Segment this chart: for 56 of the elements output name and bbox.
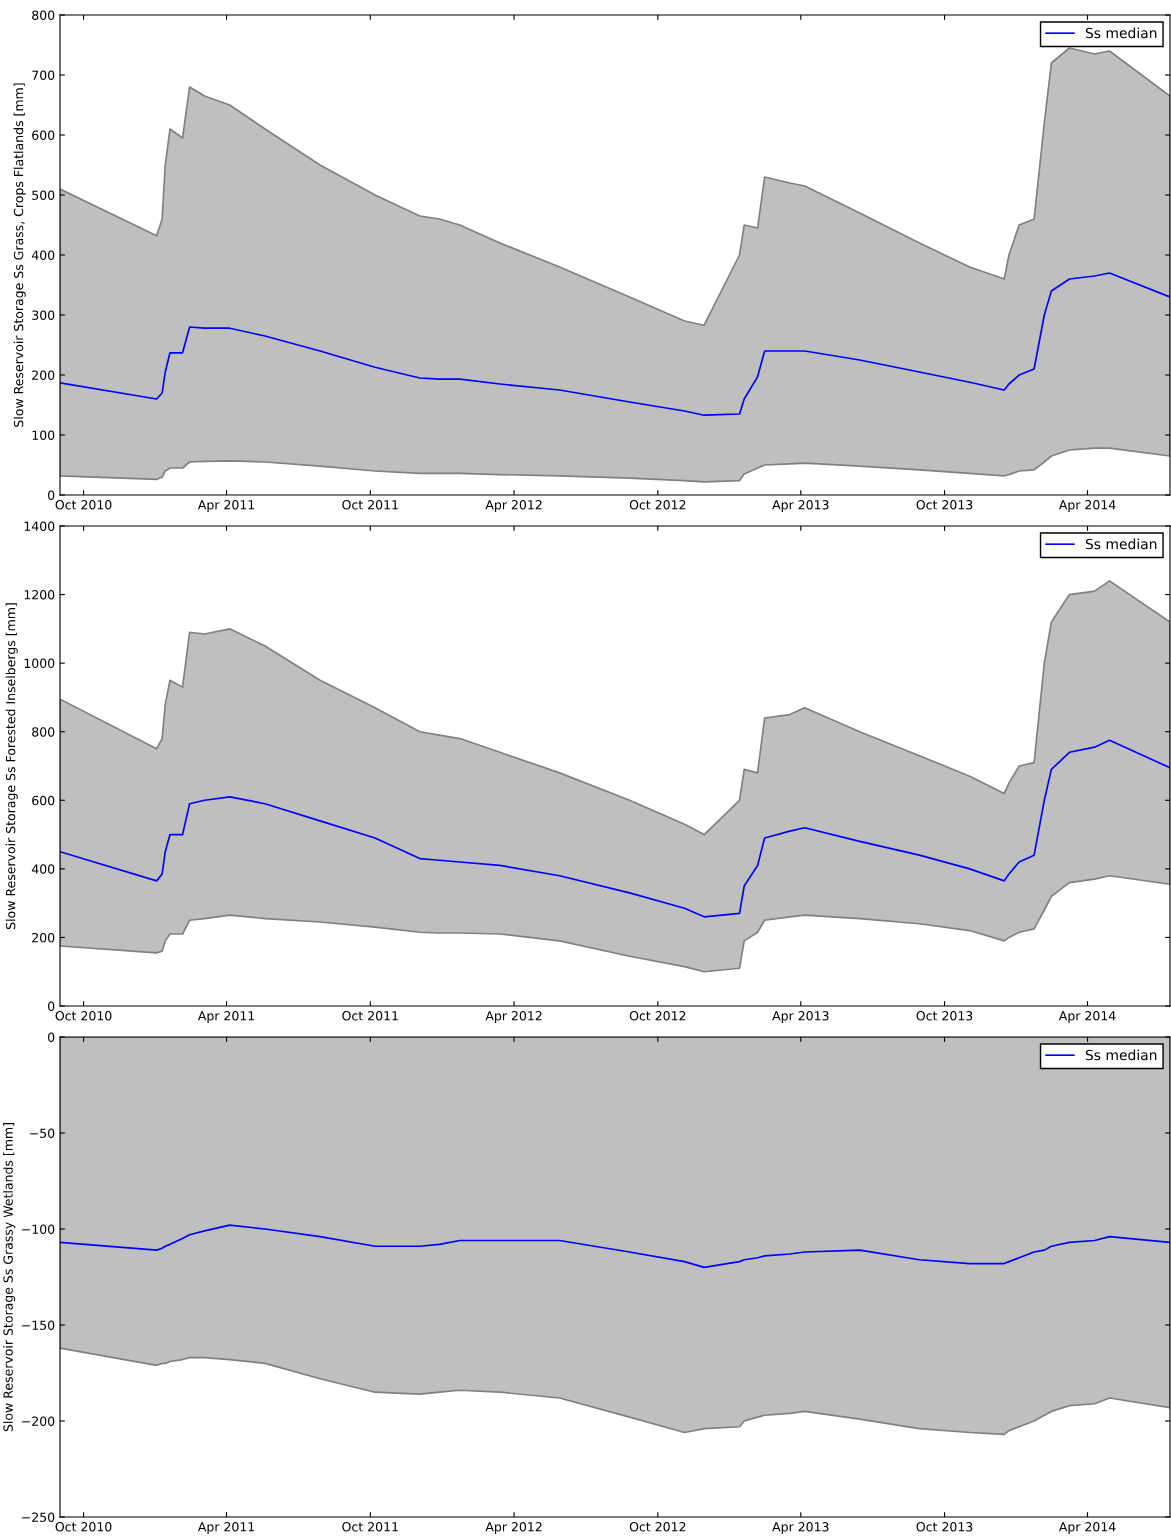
x-tick-label: Apr 2011 xyxy=(197,1522,255,1534)
x-tick-label: Oct 2011 xyxy=(342,1011,398,1021)
y-tick-label: −200 xyxy=(22,1416,55,1426)
y-tick-label: −250 xyxy=(22,1512,55,1522)
x-tick-label: Apr 2013 xyxy=(772,1522,829,1534)
y-tick-label: 600 xyxy=(32,130,55,140)
x-tick-label: Apr 2014 xyxy=(1058,500,1116,512)
y-tick-label: 1000 xyxy=(24,658,55,669)
line-series xyxy=(60,739,1170,918)
y-tick-label: 1200 xyxy=(24,590,55,600)
y-tick-label: −100 xyxy=(22,1224,55,1234)
y-tick-label: −50 xyxy=(30,1128,55,1138)
legend-label: Ss median xyxy=(1085,538,1157,550)
x-tick-label: Apr 2012 xyxy=(485,1522,542,1534)
y-tick-label: 400 xyxy=(31,250,55,260)
x-tick-label: Oct 2012 xyxy=(629,1011,686,1021)
y-tick-label: 700 xyxy=(32,70,55,80)
line-series xyxy=(60,1224,1170,1269)
x-tick-label: Oct 2012 xyxy=(629,1522,686,1532)
x-tick-label: Oct 2013 xyxy=(916,1011,973,1021)
x-tick-label: Apr 2011 xyxy=(197,1011,255,1023)
legend-label: Ss median xyxy=(1085,1049,1157,1061)
y-tick-label: −150 xyxy=(22,1320,55,1330)
x-tick-label: Apr 2012 xyxy=(485,1011,542,1023)
y-axis-title: Slow Reservoir Storage Ss Forested Inselbergs [mm] xyxy=(5,603,18,929)
y-tick-label: 800 xyxy=(32,727,55,737)
x-tick-label: Apr 2012 xyxy=(485,500,542,512)
x-tick-label: Oct 2010 xyxy=(55,1011,112,1021)
legend-label: Ss median xyxy=(1085,27,1157,39)
y-tick-label: 200 xyxy=(32,932,55,943)
y-tick-label: 0 xyxy=(48,1001,55,1011)
line-series xyxy=(60,272,1170,417)
x-tick-label: Oct 2010 xyxy=(55,1522,112,1532)
x-tick-label: Apr 2013 xyxy=(772,500,829,512)
x-tick-label: Oct 2013 xyxy=(916,1522,973,1532)
x-tick-label: Oct 2010 xyxy=(55,500,112,510)
y-axis-title: Slow Reservoir Storage Ss Grass, Crops Flatlands [mm] xyxy=(13,83,26,427)
y-tick-label: 600 xyxy=(32,795,55,806)
x-tick-label: Apr 2013 xyxy=(772,1011,829,1023)
x-tick-label: Apr 2011 xyxy=(197,500,255,512)
x-tick-label: Oct 2011 xyxy=(342,1522,398,1532)
y-tick-label: 500 xyxy=(32,190,55,200)
y-tick-label: 1400 xyxy=(24,521,55,531)
y-tick-label: 400 xyxy=(31,864,55,874)
y-tick-label: 100 xyxy=(32,430,55,440)
x-tick-label: Oct 2012 xyxy=(629,500,686,510)
y-tick-label: 300 xyxy=(32,310,55,320)
y-tick-label: 800 xyxy=(32,10,55,20)
x-tick-label: Oct 2013 xyxy=(916,500,973,510)
x-tick-label: Apr 2014 xyxy=(1058,1522,1116,1534)
y-axis-title: Slow Reservoir Storage Ss Grassy Wetlands [mm] xyxy=(3,1123,16,1432)
x-tick-label: Oct 2011 xyxy=(342,500,398,510)
y-tick-label: 0 xyxy=(48,490,55,500)
x-tick-label: Apr 2014 xyxy=(1058,1011,1116,1023)
y-tick-label: 200 xyxy=(32,370,55,380)
y-tick-label: 0 xyxy=(48,1032,55,1042)
